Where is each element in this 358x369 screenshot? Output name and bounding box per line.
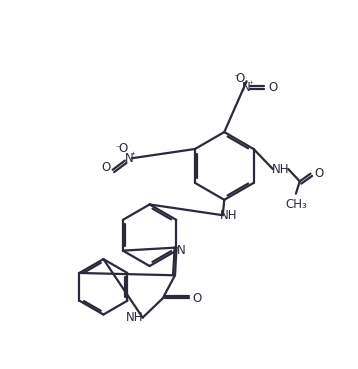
Text: O: O [101, 161, 110, 174]
Text: ⁻: ⁻ [233, 73, 238, 83]
Text: CH₃: CH₃ [285, 198, 307, 211]
Text: O: O [192, 292, 201, 305]
Text: N: N [242, 81, 251, 94]
Text: O: O [268, 81, 277, 94]
Text: ⁺: ⁺ [130, 151, 135, 160]
Text: N: N [125, 152, 133, 165]
Text: O: O [118, 142, 127, 155]
Text: O: O [314, 167, 324, 180]
Text: ⁺: ⁺ [248, 80, 253, 89]
Text: N: N [177, 244, 185, 257]
Text: NH: NH [126, 311, 144, 324]
Text: NH: NH [272, 162, 289, 176]
Text: O: O [236, 72, 245, 85]
Text: NH: NH [220, 209, 238, 222]
Text: ⁻: ⁻ [116, 144, 121, 154]
